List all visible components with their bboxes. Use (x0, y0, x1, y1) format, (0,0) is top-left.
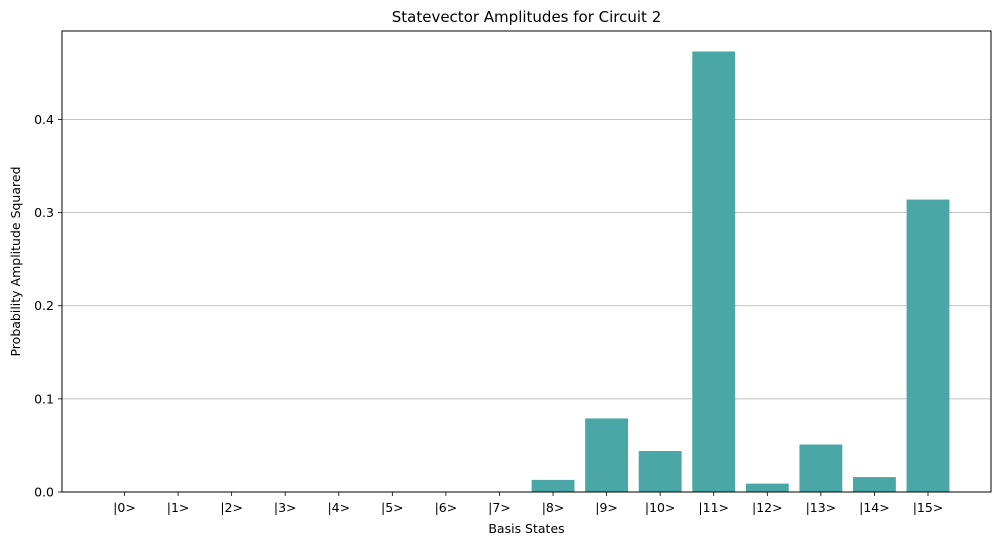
bar-8 (531, 479, 575, 492)
x-tick-label: |5> (381, 500, 404, 515)
bar-14 (853, 477, 896, 492)
axes (61, 30, 992, 493)
gridlines (62, 119, 991, 400)
bar-9 (585, 418, 629, 492)
y-axis-ticks: 0.0 0.1 0.2 0.3 0.4 (34, 112, 62, 500)
chart-title: Statevector Amplitudes for Circuit 2 (392, 8, 662, 26)
x-tick-label: |8> (542, 500, 565, 515)
x-tick-label: |0> (113, 500, 136, 515)
x-tick-label: |3> (274, 500, 297, 515)
x-tick-label: |4> (327, 500, 350, 515)
x-axis-ticks: |0> |1> |2> |3> |4> |5> |6> |7> |8> |9> |10> |11> |1… (113, 492, 943, 515)
bars (531, 51, 950, 492)
y-tick-label: 0.2 (34, 298, 54, 313)
y-tick-label: 0.0 (34, 485, 54, 500)
bar-13 (799, 444, 843, 492)
bar-12 (745, 483, 789, 492)
x-tick-label: |13> (806, 500, 837, 515)
x-tick-label: |10> (645, 500, 676, 515)
x-tick-label: |7> (488, 500, 511, 515)
x-tick-label: |2> (220, 500, 243, 515)
plot-frame (61, 30, 992, 493)
x-tick-label: |9> (595, 500, 618, 515)
x-tick-label: |1> (167, 500, 190, 515)
x-axis-label: Basis States (488, 521, 564, 536)
y-tick-label: 0.1 (34, 391, 54, 406)
x-tick-label: |11> (698, 500, 729, 515)
x-tick-label: |6> (435, 500, 458, 515)
x-tick-label: |14> (859, 500, 890, 515)
bar-10 (638, 451, 682, 492)
x-tick-label: |15> (913, 500, 944, 515)
x-tick-label: |12> (752, 500, 783, 515)
y-tick-label: 0.3 (34, 205, 54, 220)
bar-11 (692, 51, 736, 492)
y-tick-label: 0.4 (34, 112, 54, 127)
y-axis-label: Probability Amplitude Squared (8, 166, 23, 356)
bar-15 (906, 199, 950, 492)
